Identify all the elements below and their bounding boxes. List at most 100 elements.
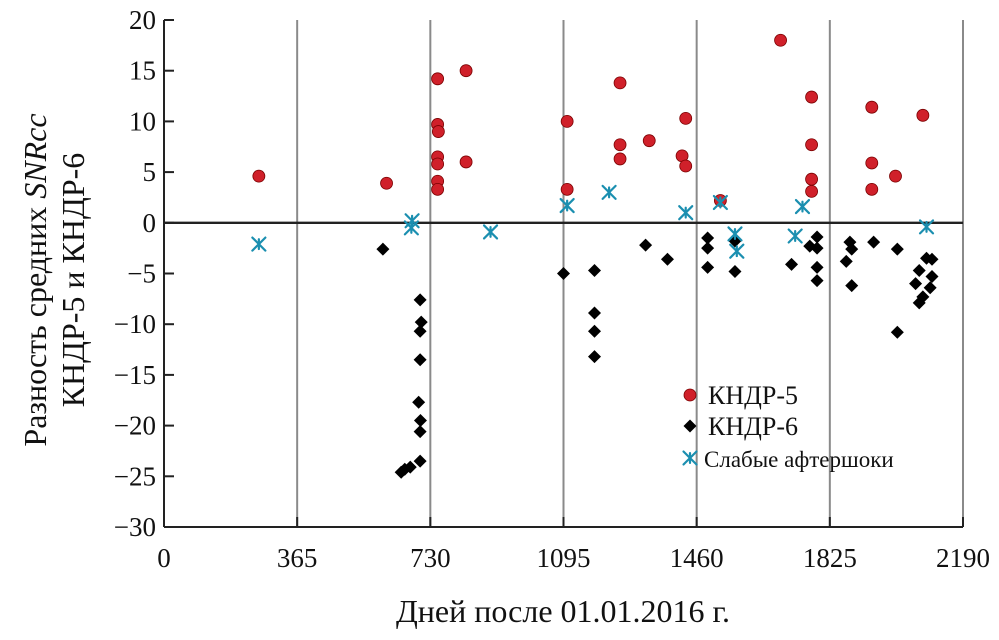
svg-text:Разность средних SNRcc: Разность средних SNRcc [17,113,53,446]
point-2-27 [810,241,824,255]
point-2-15 [588,324,602,338]
point-2-33 [845,279,859,293]
point-1-26 [865,100,879,114]
point-3-2 [403,220,419,236]
point-1-12 [560,182,574,196]
point-3-3 [482,224,499,240]
y-axis-title: Разность средних SNRcc КНДР-5 и КНДР-6 [17,113,91,446]
point-2-29 [810,274,824,288]
y-tick-label-15: 15 [129,56,156,86]
axes [163,19,964,528]
point-2-37 [909,277,923,291]
point-3-8 [727,226,743,242]
point-2-26 [810,230,824,244]
point-3-7 [712,194,728,211]
point-1-14 [613,138,627,152]
point-2-4 [413,293,427,307]
point-2-8 [412,395,426,409]
point-1-16 [642,134,656,148]
y-tick-label-0: 0 [143,208,157,238]
point-1-24 [805,172,818,186]
point-2-11 [413,454,427,468]
y-tick-labels: −30 −25 −20 −15 −10 −5 0 5 10 15 20 [114,5,156,542]
point-1-15 [613,152,627,166]
point-2-38 [912,263,926,277]
point-1-19 [679,111,693,125]
point-2-7 [413,353,427,367]
point-2-14 [588,306,602,320]
point-1-10 [459,155,473,169]
y-axis-title-line1: Разность средних [17,199,53,447]
y-axis-title-italic: SNRcc [17,113,53,198]
point-1-8 [431,182,445,196]
x-tick-label-730: 730 [410,543,451,573]
point-2-34 [867,235,881,249]
legend-label-3: Слабые афтершоки [704,447,894,472]
point-1-22 [805,90,818,104]
x-tick-label-1095: 1095 [537,543,591,573]
point-2-19 [701,231,715,245]
point-2-12 [557,267,570,280]
point-1-18 [679,159,693,173]
legend-label-1: КНДР-5 [708,381,798,410]
data-points [251,33,939,479]
point-2-23 [728,264,742,278]
point-3-4 [559,197,575,214]
point-1-27 [865,156,879,170]
legend-marker-1 [683,388,697,402]
x-tick-label-2190: 2190 [936,543,990,573]
point-2-40 [916,290,930,304]
point-3-5 [601,184,617,200]
y-tick-label-10: 10 [129,106,156,136]
point-1-23 [805,138,818,152]
point-2-6 [413,324,427,338]
y-tick-label--15: −15 [114,360,156,390]
point-2-32 [845,242,859,256]
point-2-44 [923,281,937,295]
point-3-11 [794,198,811,215]
point-1-25 [805,184,818,198]
y-tick-label--20: −20 [114,411,156,441]
point-1-28 [865,182,879,196]
y-tick-label--25: −25 [114,461,156,491]
point-2-17 [639,238,653,252]
point-1-0 [252,169,266,183]
legend-marker-3 [682,450,698,466]
point-3-10 [787,228,803,244]
x-axis-title: Дней после 01.01.2016 г. [396,593,730,629]
point-3-0 [251,236,267,252]
point-1-2 [431,72,445,86]
legend-label-2: КНДР-6 [708,412,798,441]
y-tick-label--5: −5 [127,259,156,289]
point-1-30 [916,108,930,122]
x-tick-labels: 0 365 730 1095 1460 1825 2190 [157,543,990,573]
x-tick-label-1825: 1825 [803,543,857,573]
point-2-30 [839,254,853,268]
point-1-29 [889,169,902,183]
point-2-0 [376,242,390,256]
x-tick-label-1460: 1460 [670,543,724,573]
point-3-9 [729,243,745,259]
point-1-13 [613,76,627,90]
y-tick-label--30: −30 [114,512,156,542]
y-tick-label-20: 20 [129,5,156,35]
point-2-20 [701,241,715,255]
x-tick-label-0: 0 [157,543,171,573]
point-2-3 [403,460,417,474]
point-1-1 [380,176,393,190]
point-1-9 [459,64,473,78]
y-tick-label-5: 5 [143,157,157,187]
point-2-13 [588,263,602,277]
point-1-11 [560,115,574,128]
point-1-21 [774,33,787,47]
y-axis-title-line2: КНДР-5 и КНДР-6 [55,153,91,408]
x-tick-label-365: 365 [277,543,318,573]
point-2-36 [890,325,904,339]
point-2-28 [810,260,824,274]
point-2-9 [413,414,427,428]
point-1-6 [431,157,445,171]
y-tick-label--10: −10 [114,309,156,339]
point-2-5 [414,315,428,329]
